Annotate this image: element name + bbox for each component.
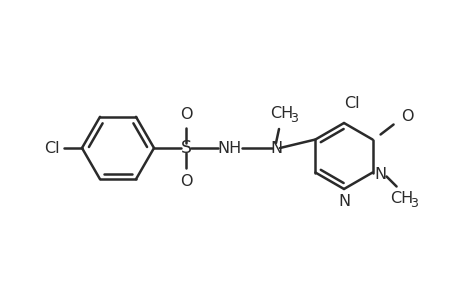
Text: N: N — [374, 167, 386, 182]
Text: NH: NH — [218, 140, 241, 155]
Text: 3: 3 — [409, 197, 417, 210]
Text: CH: CH — [389, 191, 412, 206]
Text: O: O — [400, 109, 413, 124]
Text: O: O — [179, 106, 192, 122]
Text: N: N — [337, 194, 349, 208]
Text: Cl: Cl — [44, 140, 60, 155]
Text: O: O — [179, 175, 192, 190]
Text: 3: 3 — [290, 112, 297, 124]
Text: CH: CH — [270, 106, 293, 121]
Text: N: N — [269, 140, 281, 155]
Text: Cl: Cl — [343, 95, 359, 110]
Text: S: S — [180, 139, 191, 157]
